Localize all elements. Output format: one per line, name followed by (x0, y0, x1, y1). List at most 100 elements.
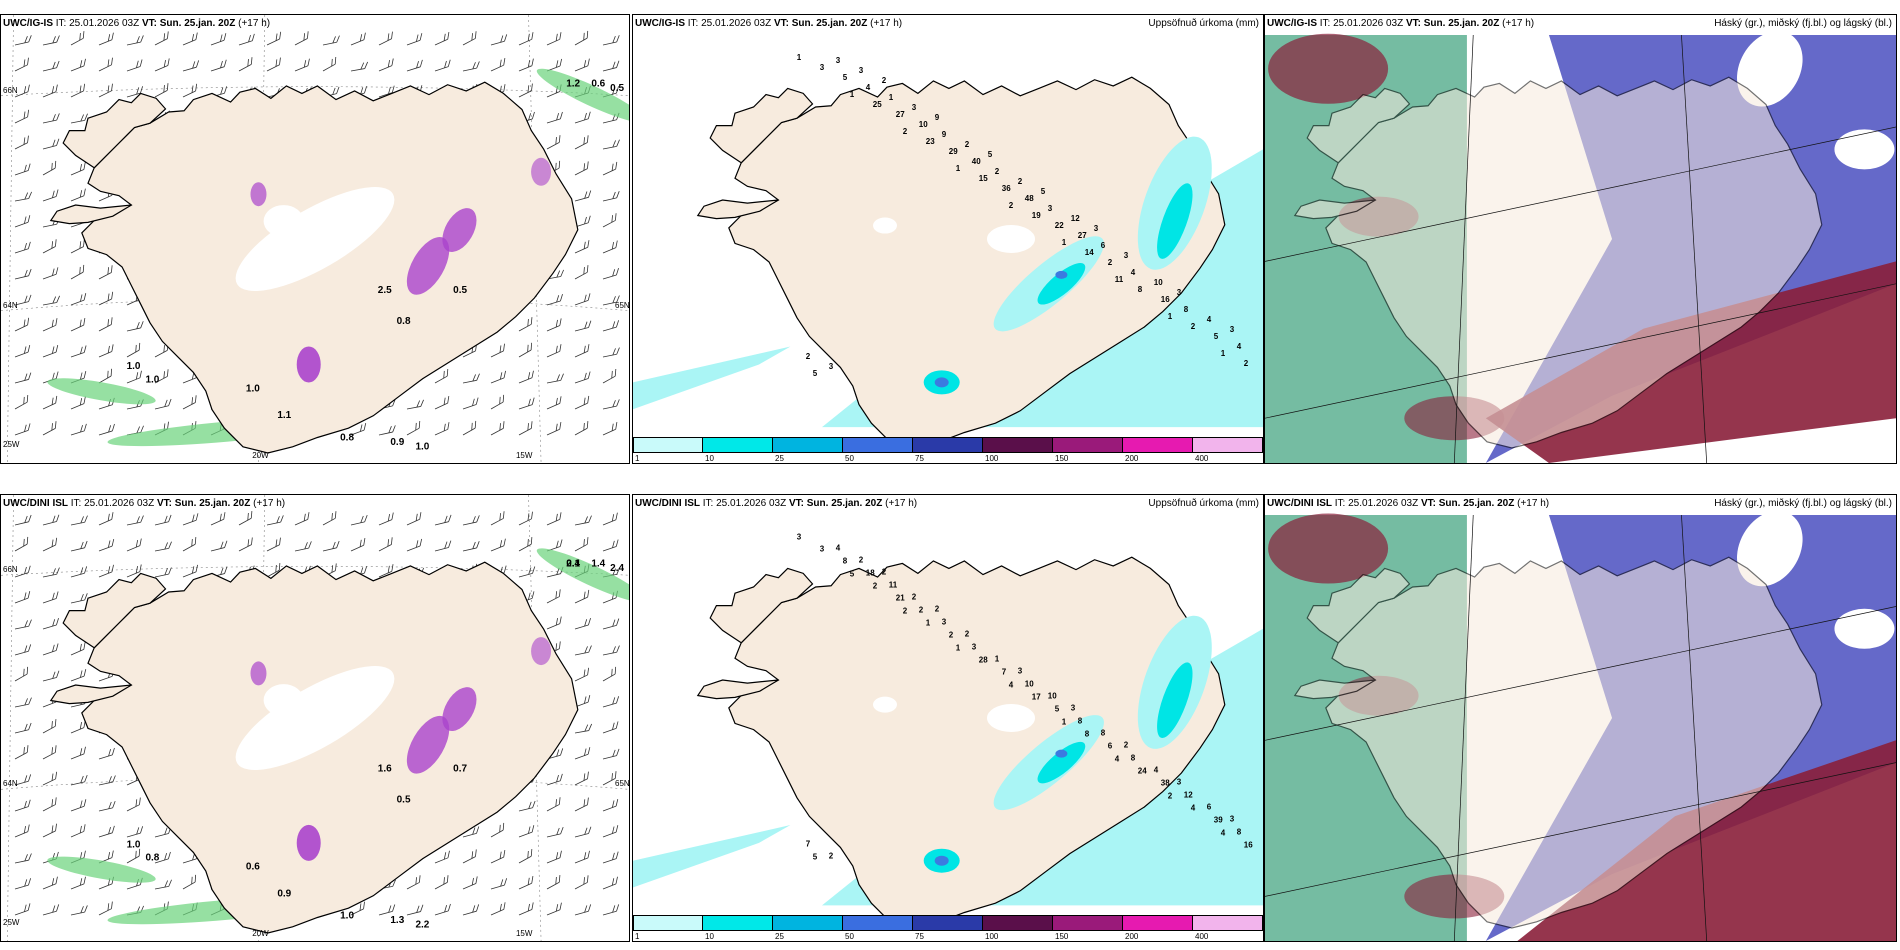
wind-barb (378, 31, 393, 46)
wind-barb (238, 57, 253, 72)
wind-barb (70, 566, 88, 578)
wind-barb (14, 57, 29, 72)
value-label: 4 (1131, 268, 1136, 277)
value-label: 48 (1025, 194, 1034, 203)
wind-barb (574, 265, 589, 280)
wind-barb (518, 342, 532, 358)
wind-barb (518, 32, 534, 46)
precip-colorbar: 1 10 25 50 75 100 150 200 400 (633, 437, 1263, 463)
wind-barb (70, 293, 87, 306)
value-label: 3 (1094, 224, 1099, 233)
wind-barb (378, 904, 396, 916)
value-label: 23 (926, 137, 935, 146)
wind-barb (98, 800, 116, 812)
wind-barb (490, 34, 508, 46)
wind-barb (70, 162, 86, 176)
wind-barb (42, 267, 59, 280)
wind-barb (70, 31, 85, 46)
colorbar-tick: 1 (635, 454, 640, 463)
snaefellsnes-land (696, 199, 779, 220)
wind-barb (70, 540, 88, 552)
valid-time: Sun. 25.jan. 20Z (1438, 498, 1515, 509)
value-label: 1.2 (566, 79, 580, 90)
value-label: 3 (1018, 667, 1023, 676)
wind-barb (602, 696, 620, 708)
value-label: 4 (1009, 681, 1014, 690)
wind-barb (518, 825, 535, 838)
clear-sky (1737, 31, 1803, 107)
clear-sky (1834, 129, 1895, 170)
colorbar-segment (633, 915, 703, 931)
wind-barb (70, 720, 86, 734)
lead-time: (+17 h) (238, 18, 271, 29)
value-label: 27 (896, 110, 905, 119)
colorbar-tick: 150 (1055, 932, 1069, 941)
wind-barb (574, 58, 590, 72)
value-label: 8 (1138, 285, 1143, 294)
colorbar-tick: 10 (705, 932, 714, 941)
wind-barb (98, 317, 113, 332)
wind-barb (70, 423, 87, 436)
wind-barb (546, 135, 561, 150)
wind-barb (238, 33, 255, 46)
colorbar-tick: 50 (845, 932, 854, 941)
wind-barb (350, 61, 369, 72)
wind-barb (14, 84, 30, 98)
wind-barb (42, 84, 58, 98)
wind-barb (14, 619, 32, 630)
precip-core (1157, 662, 1193, 738)
colorbar-frame (633, 437, 1263, 453)
wind-barb (126, 59, 143, 72)
wind-barb (490, 878, 508, 890)
wind-barb (434, 540, 452, 552)
wind-barb (98, 538, 115, 552)
wind-barb (42, 395, 58, 410)
wind-barb (574, 618, 591, 630)
model-name: UWC/IG-IS (3, 18, 53, 29)
map-canvas: 3521414243212817824416821275638395182310… (633, 533, 1263, 915)
wind-barb (70, 396, 86, 410)
wind-barb (70, 642, 86, 656)
model-name: UWC/DINI ISL (3, 498, 68, 509)
graticule (1265, 514, 1896, 941)
valid-time: Sun. 25.jan. 20Z (159, 18, 236, 29)
wind-barb (518, 511, 533, 526)
ice-cap (873, 217, 897, 234)
panel-dini-wind-map: 0.4 1.4 2.4 1.6 0.8 0.5 0.7 0.9 1.0 1.3 2.2 0.6 1.0 2… (0, 494, 630, 942)
wind-barb (322, 540, 340, 552)
axis-label: 64N (3, 779, 18, 789)
wind-barb (350, 423, 367, 436)
precip-colorbar: 1 10 25 50 75 100 150 200 400 (633, 915, 1263, 941)
value-label: 14 (1085, 248, 1094, 257)
wind-barb (518, 876, 534, 890)
axis-label: 64N (3, 300, 18, 310)
panel-ig-wind-map: 1.2 0.6 0.5 2.5 1.0 0.8 0.5 1.1 0.8 0.9 1.0 1.0 1.0 U… (0, 14, 630, 464)
wind-barb (602, 771, 617, 786)
axis-label: 66N (3, 85, 18, 95)
wind-barb (350, 901, 365, 916)
value-label: 3 (836, 56, 841, 65)
wind-barb (462, 515, 480, 526)
value-label: 3 (1230, 325, 1235, 334)
value-label: 1.0 (127, 839, 141, 850)
value-label: 18 (866, 569, 875, 578)
wind-barb (42, 618, 59, 630)
wind-barb (602, 320, 620, 332)
value-label: 2 (1191, 322, 1196, 331)
value-label: 3 (797, 533, 802, 542)
wind-barb (602, 368, 617, 384)
wind-barb (490, 902, 506, 916)
wind-barb (602, 60, 620, 72)
valid-time: Sun. 25.jan. 20Z (174, 498, 251, 509)
value-label: 8 (1184, 305, 1189, 314)
precip-max (1055, 270, 1068, 279)
wind-barb (406, 538, 423, 552)
wind-barb (14, 591, 31, 604)
panel-header: UWC/IG-IS IT: 25.01.2026 03Z VT: Sun. 25… (635, 18, 902, 29)
wind-barb (42, 35, 60, 46)
value-label: 2 (882, 76, 887, 85)
wind-barb (14, 722, 32, 734)
colorbar-segment (703, 437, 773, 453)
value-label: 2.5 (378, 285, 392, 296)
wind-barb (70, 113, 88, 124)
